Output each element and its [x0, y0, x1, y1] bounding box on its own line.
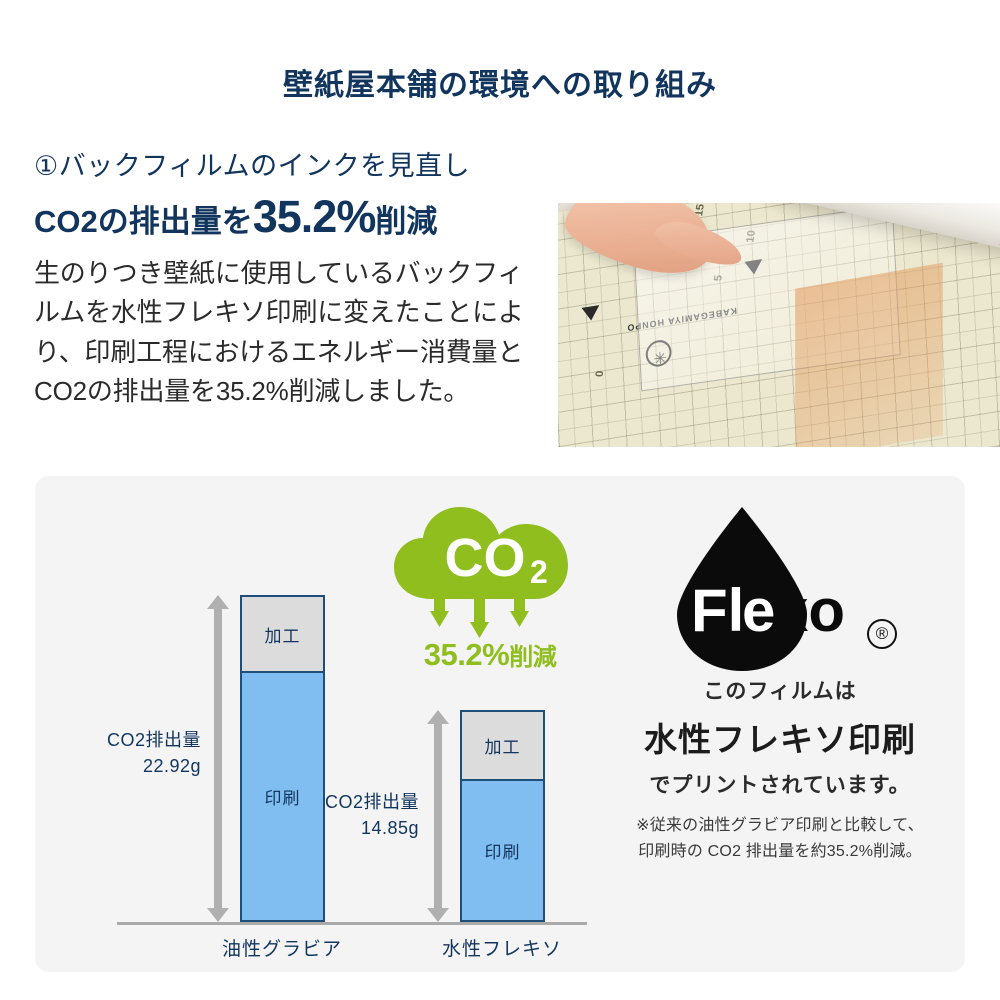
- intro-body-paragraph: 生のりつき壁紙に使用しているバックフィルムを水性フレキソ印刷に変えたことにより、…: [34, 257, 524, 407]
- co2-reduction-suffix: 削減: [509, 644, 557, 671]
- bar-1-segment-printing: 印刷: [242, 673, 323, 920]
- photo-triangle-marker-icon: [581, 305, 601, 322]
- page-title: 壁紙屋本舗の環境への取り組み: [283, 69, 717, 102]
- flexo-footnote-line-2: 印刷時の CO2 排出量を約35.2%削減。: [638, 842, 922, 860]
- svg-text:Fl: Fl: [691, 577, 744, 644]
- chart-baseline-axis: [117, 922, 587, 925]
- flexo-caption-line-3: でプリントされています。: [649, 774, 911, 797]
- co2-bar-chart: 加工 印刷 CO2排出量 22.92g 油性グラビア 加工 印刷 CO2排出量 …: [35, 476, 595, 972]
- arrow-head-down-icon: [207, 908, 229, 922]
- svg-text:CO: CO: [445, 528, 526, 588]
- svg-text:xo: xo: [775, 577, 845, 644]
- bar-1-value-caption: CO2排出量: [106, 730, 201, 750]
- bar-2-value-amount: 14.85g: [360, 818, 419, 839]
- bar-2-value-label: CO2排出量 14.85g: [273, 789, 419, 841]
- cloud-icon: CO 2: [394, 507, 568, 638]
- svg-text:e: e: [742, 577, 775, 644]
- bar-2-category-label: 水性フレキソ: [441, 939, 562, 960]
- flexo-brand-block: Fl e xo ® このフィルムは 水性フレキソ印刷 でプリントされています。 …: [595, 501, 965, 864]
- flexo-caption-line-2: 水性フレキソ印刷: [644, 721, 916, 758]
- bar-1-oil-gravure: 加工 印刷: [240, 595, 325, 922]
- flexo-footnote-line-1: ※従来の油性グラビア印刷と比較して、: [636, 817, 924, 834]
- bar-1-value-label: CO2排出量 22.92g: [55, 727, 201, 779]
- photo-film-orange-edge: [795, 262, 943, 447]
- arrow-shaft: [434, 722, 442, 910]
- co2-reduction-value: 35.2%: [423, 637, 510, 672]
- bar-2-segment-processing: 加工: [462, 712, 543, 781]
- co2-cloud-graphic: CO 2 35.2%削減: [390, 501, 590, 701]
- arrow-shaft: [214, 607, 222, 910]
- arrow-head-up-icon: [207, 595, 229, 609]
- comparison-panel: 加工 印刷 CO2排出量 22.92g 油性グラビア 加工 印刷 CO2排出量 …: [35, 476, 965, 972]
- bar-2-measure-arrow: [427, 710, 449, 922]
- bar-1-segment-processing: 加工: [242, 597, 323, 673]
- co2-reduction-text: 35.2%削減: [390, 637, 590, 673]
- intro-headline-2-suffix: 削減: [375, 203, 438, 239]
- intro-headline-1: ①バックフィルムのインクを見直し: [34, 151, 471, 181]
- water-drop-icon: Fl e xo: [677, 507, 845, 671]
- arrow-head-down-icon: [427, 908, 449, 922]
- svg-text:2: 2: [530, 554, 548, 590]
- bar-2-water-flexo: 加工 印刷: [460, 710, 545, 922]
- bar-2-value-caption: CO2排出量: [324, 792, 419, 812]
- flexo-footnote: ※従来の油性グラビア印刷と比較して、 印刷時の CO2 排出量を約35.2%削減…: [595, 813, 965, 864]
- intro-text-block: ①バックフィルムのインクを見直し CO2の排出量を35.2%削減 生のりつき壁紙…: [34, 150, 544, 412]
- intro-headline-2-value: 35.2%: [252, 190, 377, 242]
- wallpaper-film-photo: KABEGAMIYA HONPO 0 5 10 15: [558, 203, 1000, 447]
- bar-2-segment-printing: 印刷: [462, 781, 543, 920]
- intro-headline-2: CO2の排出量を35.2%削減: [34, 190, 544, 244]
- flexo-caption-line-1: このフィルムは: [703, 680, 857, 703]
- arrow-head-up-icon: [427, 710, 449, 724]
- registered-trademark-icon: ®: [867, 619, 897, 649]
- bar-1-measure-arrow: [207, 595, 229, 922]
- bar-1-value-amount: 22.92g: [142, 756, 201, 777]
- photo-ruler-mark: 0: [593, 370, 607, 378]
- flexo-logo: Fl e xo ®: [595, 501, 965, 681]
- bar-1-category-label: 油性グラビア: [221, 939, 342, 960]
- intro-headline-2-prefix: CO2の排出量を: [34, 203, 253, 239]
